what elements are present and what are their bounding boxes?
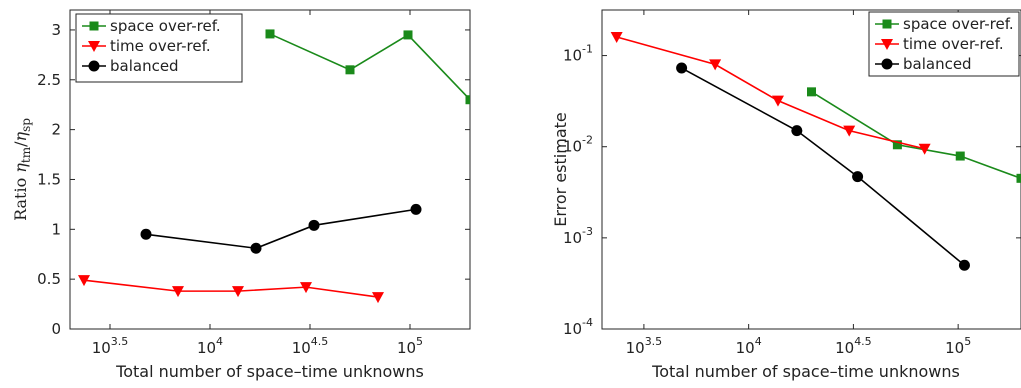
legend-marker: [90, 22, 99, 31]
y-tick-base: 10: [563, 320, 582, 338]
x-tick-exponent: 5: [416, 335, 423, 348]
data-point: [791, 125, 802, 136]
y-tick-exponent: -3: [582, 225, 593, 238]
y-tick-label: 3: [51, 21, 61, 39]
data-point: [676, 63, 687, 74]
legend-marker: [883, 20, 892, 29]
x-tick-label: 104.5: [835, 335, 872, 357]
x-tick-label: 104: [197, 335, 223, 357]
data-point: [346, 65, 355, 74]
series-line: [682, 68, 965, 265]
x-tick-base: 10: [92, 339, 111, 357]
x-tick-exponent: 5: [964, 335, 971, 348]
x-tick-label: 104: [736, 335, 762, 357]
data-point: [404, 30, 413, 39]
y-tick-label: 10-1: [563, 43, 593, 65]
x-tick-base: 10: [397, 339, 416, 357]
data-point: [309, 220, 320, 231]
y-axis-label: Error estimate: [551, 112, 570, 227]
legend-label: space over-ref.: [110, 17, 221, 35]
x-tick-base: 10: [736, 339, 755, 357]
y-tick-label: 2: [51, 121, 61, 139]
x-tick-base: 10: [626, 339, 645, 357]
data-point: [372, 292, 384, 303]
legend-marker: [89, 61, 100, 72]
x-tick-label: 105: [945, 335, 971, 357]
y-label-sub-tm: tm: [19, 146, 33, 163]
data-point: [266, 29, 275, 38]
y-tick-exponent: -4: [582, 316, 593, 329]
x-tick-exponent: 3.5: [111, 335, 129, 348]
y-tick-label: 1.5: [37, 170, 61, 188]
legend-label: balanced: [110, 57, 179, 75]
x-tick-exponent: 4: [216, 335, 223, 348]
y-tick-label: 10-3: [563, 225, 593, 247]
data-point: [959, 260, 970, 271]
data-point: [1017, 174, 1021, 183]
y-tick-base: 10: [563, 229, 582, 247]
legend-label: space over-ref.: [903, 15, 1014, 33]
data-point: [852, 171, 863, 182]
y-label-eta: η: [11, 132, 30, 142]
y-tick-exponent: -2: [582, 134, 593, 147]
y-tick-base: 10: [563, 47, 582, 65]
legend-label: time over-ref.: [903, 35, 1004, 53]
x-tick-base: 10: [292, 339, 311, 357]
data-point: [807, 87, 816, 96]
x-axis-label: Total number of space–time unknowns: [651, 362, 960, 381]
x-tick-base: 10: [835, 339, 854, 357]
y-label-eta: η: [11, 163, 30, 173]
legend: space over-ref. time over-ref. balanced: [869, 12, 1019, 76]
series-line: [84, 280, 378, 297]
data-point: [956, 152, 965, 161]
y-tick-exponent: -1: [582, 43, 593, 56]
data-point: [141, 229, 152, 240]
series-line: [146, 209, 416, 248]
x-tick-label: 104.5: [292, 335, 329, 357]
y-tick-label: 0.5: [37, 270, 61, 288]
x-tick-base: 10: [945, 339, 964, 357]
x-tick-exponent: 4: [755, 335, 762, 348]
x-tick-label: 103.5: [92, 335, 129, 357]
legend-label: time over-ref.: [110, 37, 211, 55]
y-label-sub-sp: sp: [19, 118, 33, 132]
x-tick-base: 10: [197, 339, 216, 357]
data-point: [411, 204, 422, 215]
y-tick-label: 1: [51, 220, 61, 238]
data-point: [709, 59, 721, 70]
x-tick-label: 103.5: [626, 335, 663, 357]
x-tick-exponent: 4.5: [311, 335, 329, 348]
x-tick-exponent: 4.5: [854, 335, 872, 348]
y-axis-label: Ratio ηtm/ηsp: [11, 118, 33, 221]
y-tick-label: 2.5: [37, 71, 61, 89]
y-label-prefix: Ratio: [11, 173, 30, 221]
legend-label: balanced: [903, 55, 972, 73]
x-axis-label: Total number of space–time unknowns: [115, 362, 424, 381]
x-tick-label: 105: [397, 335, 423, 357]
x-tick-exponent: 3.5: [645, 335, 663, 348]
legend: space over-ref. time over-ref. balanced: [76, 14, 242, 82]
data-point: [772, 96, 784, 107]
y-tick-label: 0: [51, 320, 61, 338]
data-point: [251, 243, 262, 254]
data-point: [466, 95, 475, 104]
series-line: [270, 34, 470, 100]
legend-marker: [882, 59, 893, 70]
y-tick-label: 10-4: [563, 316, 593, 338]
